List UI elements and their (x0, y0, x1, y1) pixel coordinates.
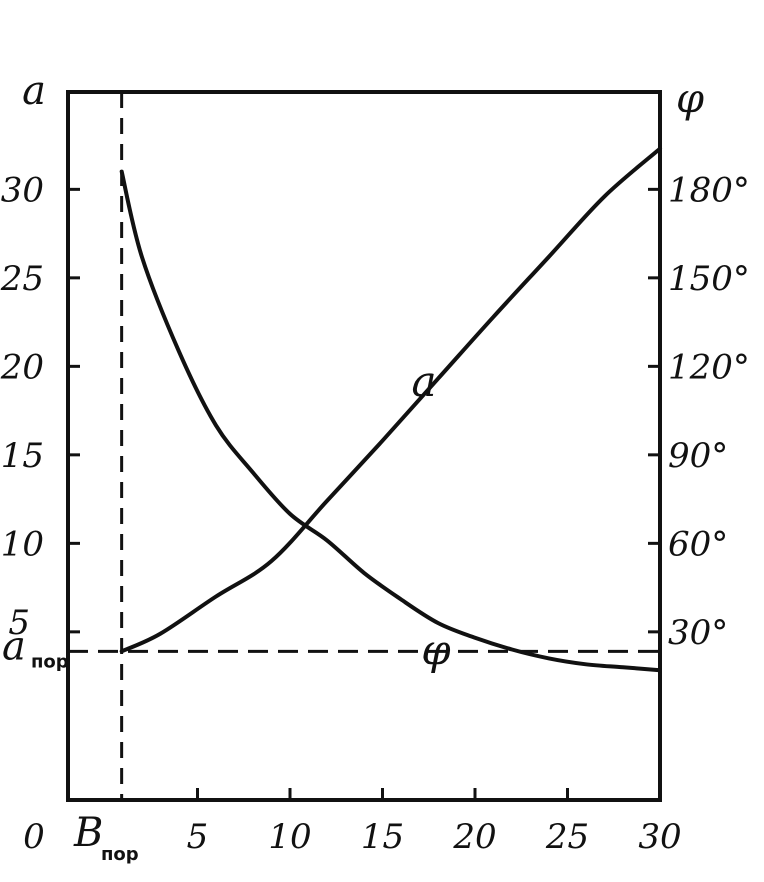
b-threshold-sub: пор (101, 844, 139, 865)
left-tick-label: 5 (8, 603, 30, 643)
plot-border (66, 90, 662, 802)
series-line-phi (119, 169, 662, 673)
x-axis-ticks: 5 10 15 20 25 30 0 (23, 788, 682, 857)
plot-frame (66, 90, 662, 802)
a-threshold-sub: пор (31, 651, 69, 672)
x-tick-label: 25 (545, 817, 589, 857)
a-threshold-label: a (2, 623, 26, 669)
left-tick-label: 25 (0, 259, 44, 299)
right-tick-label: 90° (668, 436, 728, 476)
a-threshold-main: a (2, 623, 26, 669)
x-tick-label: 30 (638, 817, 681, 857)
x-tick-label: 15 (361, 817, 404, 857)
x-tick-label: 10 (268, 817, 311, 857)
left-axis-title: a (22, 68, 46, 114)
left-tick-label: 30 (1, 170, 44, 210)
series-curves (119, 146, 662, 673)
left-tick-label: 10 (1, 524, 44, 564)
right-tick-label: 60° (668, 524, 728, 564)
right-tick-label: 120° (668, 347, 750, 387)
right-axis-ticks: 30° 60° 90° 120° 150° 180° (648, 170, 750, 653)
x-tick-label: 20 (452, 817, 496, 857)
series-line-a (119, 146, 662, 654)
right-tick-label: 30° (668, 613, 728, 653)
left-axis-ticks: 5 10 15 20 25 30 (0, 170, 80, 643)
series-label-a: a (411, 357, 436, 406)
x-origin-label: 0 (23, 817, 45, 857)
left-tick-label: 15 (1, 436, 44, 476)
left-tick-label: 20 (0, 347, 44, 387)
threshold-guides (68, 92, 660, 800)
right-tick-label: 180° (668, 170, 750, 210)
x-tick-label: 5 (187, 817, 209, 857)
right-tick-label: 150° (668, 259, 750, 299)
series-label-phi: φ (421, 625, 451, 674)
right-axis-title: φ (676, 76, 704, 122)
b-threshold-main: B (73, 810, 103, 856)
